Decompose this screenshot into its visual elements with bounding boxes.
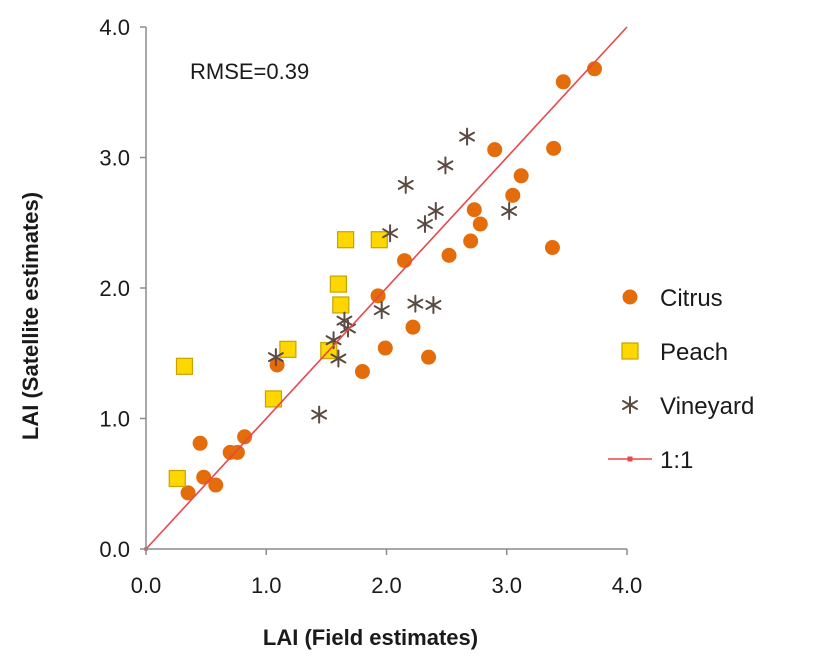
asterisk-stroke <box>622 400 638 410</box>
legend-label-citrus: Citrus <box>660 285 723 312</box>
y-tick-label: 0.0 <box>99 537 130 562</box>
peach-point <box>332 296 350 314</box>
citrus-point <box>237 429 253 445</box>
citrus-point <box>377 340 393 356</box>
vineyard-point <box>397 175 414 194</box>
x-tick-label: 2.0 <box>371 573 402 598</box>
asterisk-stroke <box>373 305 390 316</box>
x-tick-label: 1.0 <box>251 573 282 598</box>
asterisk-stroke <box>459 131 476 142</box>
legend: Citrus Peach Vineyard 1:1 <box>608 285 754 474</box>
citrus-point <box>229 444 245 460</box>
rmse-annotation: RMSE=0.39 <box>190 59 309 84</box>
asterisk-stroke <box>325 335 342 346</box>
citrus-point <box>269 357 285 373</box>
citrus-point <box>544 240 560 256</box>
asterisk-stroke <box>382 228 399 239</box>
peach-point <box>279 340 297 358</box>
asterisk-stroke <box>311 409 328 420</box>
peach-point <box>329 275 347 293</box>
legend-swatch-peach <box>621 342 639 360</box>
citrus-point <box>354 364 370 380</box>
vineyard-point <box>407 294 424 313</box>
legend-label-peach: Peach <box>660 339 728 366</box>
vineyard-point <box>417 215 433 234</box>
vineyard-point <box>330 349 347 368</box>
asterisk-stroke <box>336 315 353 326</box>
y-tick-label: 3.0 <box>99 146 130 171</box>
asterisk-stroke <box>417 219 433 230</box>
citrus-point <box>513 168 529 184</box>
peach-point <box>370 231 388 249</box>
citrus-point <box>487 142 503 158</box>
asterisk-stroke <box>407 298 424 309</box>
vineyard-point <box>382 224 399 243</box>
citrus-point <box>505 187 521 203</box>
asterisk-stroke <box>437 160 454 171</box>
peach-point <box>337 231 355 249</box>
vineyard-point <box>425 295 442 314</box>
legend-swatch-citrus <box>622 289 638 305</box>
citrus-point <box>546 140 562 156</box>
citrus-point <box>587 61 603 77</box>
peach-point <box>264 390 283 408</box>
asterisk-stroke <box>501 206 518 217</box>
peach-point <box>175 357 194 375</box>
asterisk-stroke <box>425 299 442 310</box>
citrus-point <box>180 485 196 501</box>
y-axis-title: LAI (Satellite estimates) <box>18 192 43 440</box>
legend-swatch-1-1-marker <box>627 456 633 462</box>
citrus-point <box>405 319 421 335</box>
one-to-one-line <box>145 26 628 550</box>
citrus-point <box>441 247 457 263</box>
vineyard-point <box>501 202 518 221</box>
citrus-point <box>463 233 479 249</box>
legend-label-1-1: 1:1 <box>660 447 693 474</box>
x-tick-label: 0.0 <box>131 573 162 598</box>
y-tick-label: 4.0 <box>99 15 130 40</box>
y-tick-label: 1.0 <box>99 407 130 432</box>
citrus-point <box>192 435 208 451</box>
citrus-point <box>466 202 482 218</box>
vineyard-point <box>311 405 328 424</box>
vineyard-point <box>459 127 476 146</box>
y-tick-label: 2.0 <box>99 276 130 301</box>
peach-point <box>168 469 186 488</box>
citrus-point <box>196 469 212 485</box>
citrus-point <box>555 74 571 90</box>
vineyard-point <box>267 348 284 367</box>
citrus-point <box>397 253 413 269</box>
citrus-point <box>208 477 224 493</box>
plot-area <box>143 26 628 552</box>
axes: 0.0 1.0 2.0 3.0 4.0 0.0 1.0 2.0 3.0 4.0 <box>99 15 642 598</box>
x-tick-label: 3.0 <box>491 573 522 598</box>
citrus-point <box>472 216 488 232</box>
x-tick-label: 4.0 <box>612 573 643 598</box>
asterisk-stroke <box>330 353 347 364</box>
legend-swatch-vineyard <box>622 396 638 414</box>
asterisk-stroke <box>427 206 444 217</box>
vineyard-point <box>373 301 390 320</box>
vineyard-point <box>437 156 454 175</box>
citrus-point <box>421 349 437 365</box>
asterisk-stroke <box>267 352 284 363</box>
asterisk-stroke <box>397 179 414 190</box>
legend-label-vineyard: Vineyard <box>660 393 754 420</box>
vineyard-point <box>427 202 444 221</box>
x-axis-title: LAI (Field estimates) <box>263 625 478 650</box>
